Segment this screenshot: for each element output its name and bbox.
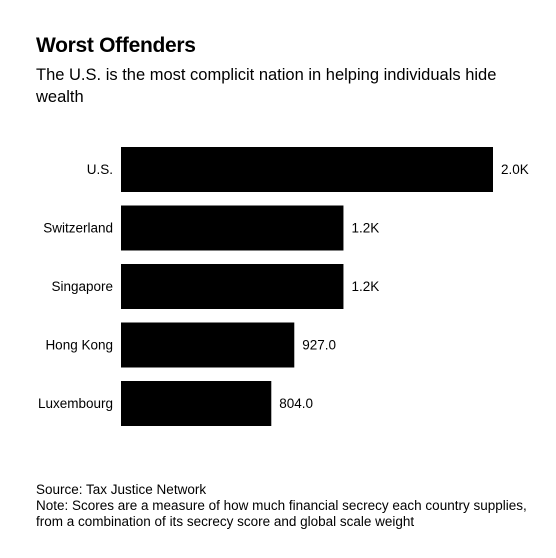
bar-3 bbox=[121, 322, 295, 368]
bar-0 bbox=[121, 147, 493, 192]
chart-subtitle: The U.S. is the most complicit nation in… bbox=[36, 66, 497, 106]
value-label-3: 927.0 bbox=[302, 338, 336, 353]
category-label-1: Switzerland bbox=[43, 221, 113, 236]
category-label-4: Luxembourg bbox=[38, 396, 113, 411]
bar-2 bbox=[121, 264, 344, 309]
value-label-4: 804.0 bbox=[279, 396, 313, 411]
value-label-2: 1.2K bbox=[351, 279, 379, 294]
bar-1 bbox=[121, 205, 344, 251]
methodology-note: Note: Scores are a measure of how much f… bbox=[36, 498, 527, 529]
chart-footer: Source: Tax Justice Network Note: Scores… bbox=[36, 482, 536, 530]
category-label-0: U.S. bbox=[87, 162, 113, 177]
bar-4 bbox=[121, 381, 272, 426]
value-label-0: 2.0K bbox=[501, 162, 529, 177]
source-note: Source: Tax Justice Network bbox=[36, 482, 207, 497]
category-label-2: Singapore bbox=[51, 279, 113, 294]
category-label-3: Hong Kong bbox=[45, 338, 113, 353]
value-label-1: 1.2K bbox=[351, 221, 379, 236]
chart-title: Worst Offenders bbox=[36, 34, 196, 57]
bar-chart: U.S. 2.0K Switzerland 1.2K Singapore 1.2K Hong… bbox=[38, 147, 529, 426]
